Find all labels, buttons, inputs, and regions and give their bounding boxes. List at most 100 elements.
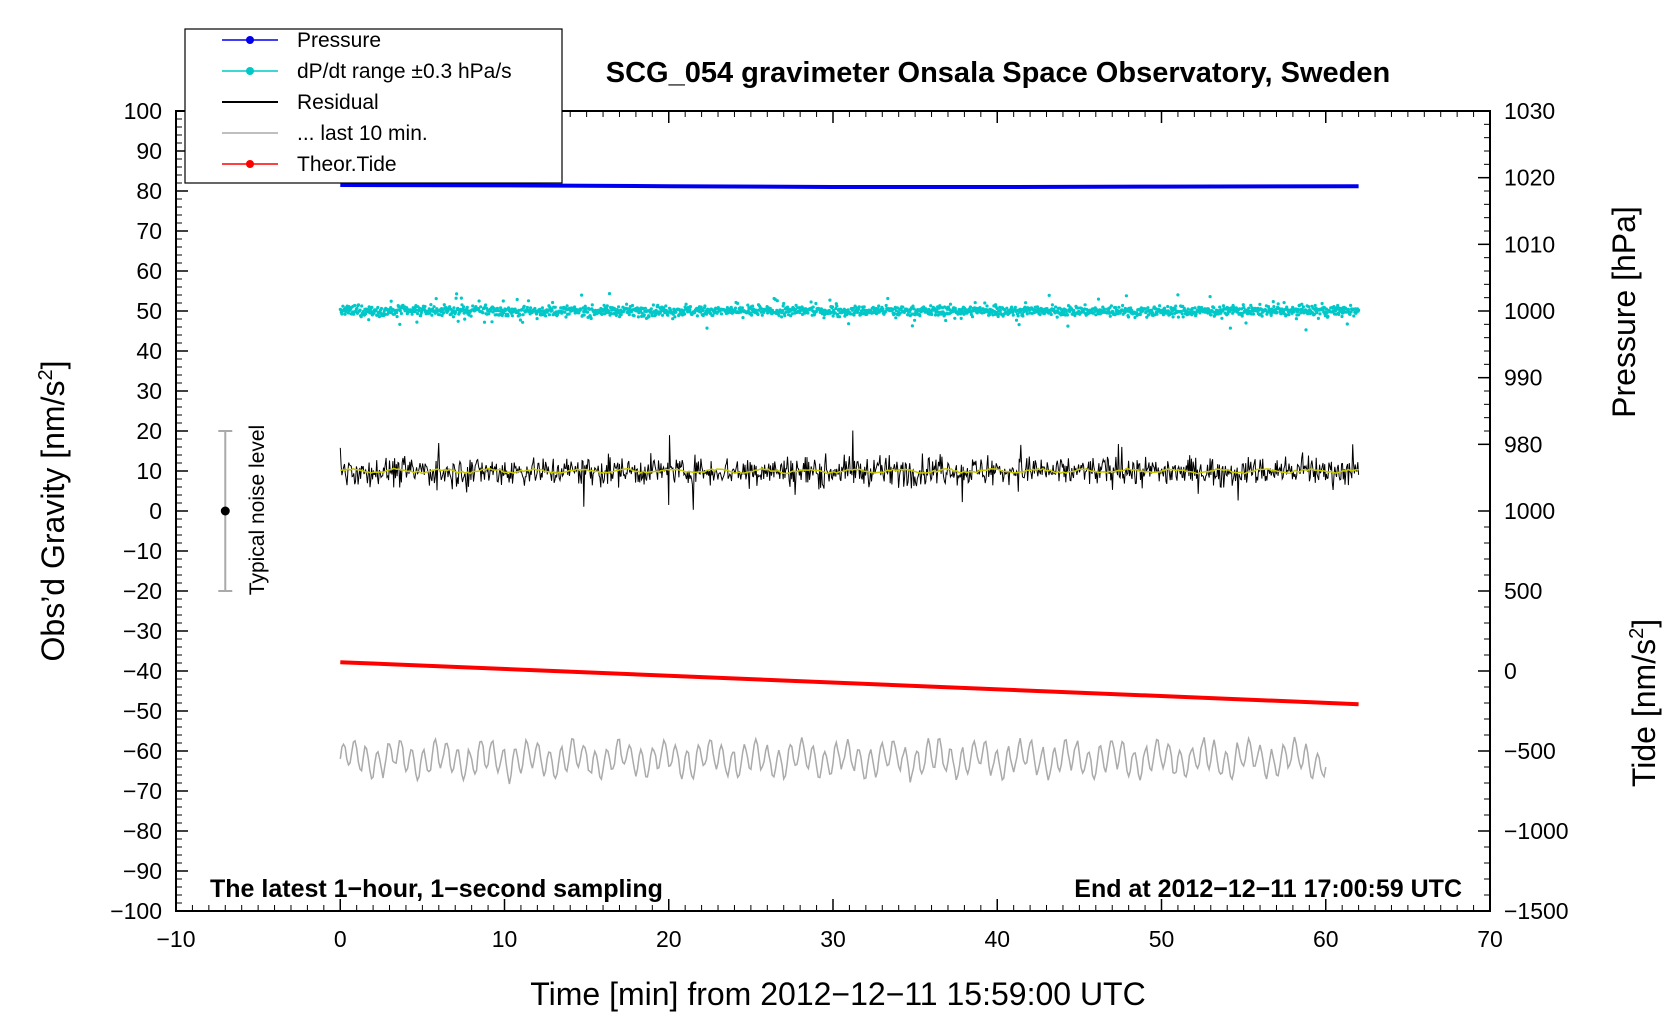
dpdt-point [671, 317, 675, 321]
dpdt-point [1300, 302, 1304, 306]
dpdt-point [1208, 295, 1212, 299]
dpdt-point [829, 310, 834, 314]
dpdt-point [857, 305, 861, 309]
dpdt-point [529, 306, 533, 310]
dpdt-point [500, 308, 504, 312]
dpdt-point [1325, 311, 1329, 315]
dpdt-point [1313, 303, 1317, 308]
dpdt-point [456, 319, 460, 323]
dpdt-point [1176, 315, 1180, 319]
dpdt-point [1318, 312, 1322, 316]
dpdt-point [1282, 301, 1286, 305]
dpdt-point [399, 311, 403, 316]
dpdt-point [441, 308, 445, 312]
dpdt-point [1076, 306, 1080, 310]
dpdt-point [1180, 312, 1184, 316]
dpdt-point [377, 315, 381, 319]
dpdt-point [376, 305, 380, 310]
dpdt-point [482, 320, 487, 324]
tide-tick-label: −500 [1504, 738, 1556, 764]
dpdt-point [605, 304, 609, 308]
dpdt-point [666, 313, 670, 317]
dpdt-point [1108, 314, 1112, 318]
y-tick-label: −100 [110, 898, 162, 924]
pressure-tick-label: 1030 [1504, 98, 1555, 124]
dpdt-point [600, 312, 604, 316]
dpdt-point [664, 304, 668, 308]
dpdt-point [366, 308, 370, 312]
dpdt-point [1143, 307, 1147, 311]
dpdt-point [1155, 312, 1159, 316]
dpdt-point [1326, 314, 1330, 319]
legend: Pressure dP/dt range ±0.3 hPa/s Residual..… [184, 28, 563, 184]
dpdt-point [1294, 317, 1298, 321]
dpdt-point [828, 298, 832, 302]
annotation-right: End at 2012−12−11 17:00:59 UTC [1074, 875, 1462, 903]
dpdt-point [564, 315, 568, 319]
dpdt-point [1017, 323, 1021, 327]
dpdt-point [1050, 303, 1054, 307]
dpdt-point [511, 310, 515, 314]
dpdt-point [360, 304, 364, 308]
dpdt-point [777, 313, 781, 317]
dpdt-point [1209, 313, 1213, 317]
dpdt-point [1283, 307, 1287, 311]
dpdt-point [944, 318, 948, 323]
dpdt-point [1155, 310, 1160, 314]
pressure-axis-title: Pressure [hPa] [1606, 206, 1642, 418]
pressure-line [340, 183, 1359, 189]
dpdt-point [656, 303, 660, 307]
dpdt-point [1138, 312, 1142, 317]
dpdt-point [651, 303, 656, 307]
dpdt-point [1064, 309, 1068, 314]
tide-axis-title-main: Tide [nm/s [1626, 639, 1662, 787]
dpdt-point [1083, 303, 1087, 307]
dpdt-point [1158, 304, 1162, 308]
tide-line [340, 660, 1359, 707]
y-axis-title: Obs’d Gravity [nm/s2] [35, 361, 71, 662]
dpdt-point [465, 305, 469, 309]
dpdt-point [760, 313, 764, 317]
dpdt-point [432, 305, 436, 309]
legend-box [184, 28, 563, 184]
dpdt-point [1166, 304, 1170, 309]
chart-title: SCG_054 gravimeter Onsala Space Observat… [606, 57, 1390, 89]
dpdt-point [1049, 312, 1053, 317]
dpdt-point [1272, 305, 1276, 309]
legend-swatch-marker [246, 36, 254, 44]
tide-axis-title-sup: 2 [1626, 628, 1648, 639]
dpdt-point [1109, 304, 1113, 308]
dpdt-point [673, 315, 677, 319]
dpdt-point [1162, 306, 1167, 310]
dpdt-point [1190, 306, 1194, 311]
dpdt-point [1171, 315, 1175, 319]
dpdt-point [522, 304, 526, 308]
dpdt-point [429, 303, 433, 307]
dpdt-point [1126, 315, 1131, 319]
legend-label: ... last 10 min. [297, 122, 428, 145]
dpdt-point [490, 320, 494, 324]
x-tick-label: 40 [984, 926, 1010, 952]
dpdt-point [1274, 307, 1278, 312]
dpdt-point [1260, 314, 1264, 318]
dpdt-point [781, 309, 785, 313]
dpdt-point [775, 299, 779, 303]
dpdt-point [518, 313, 522, 317]
dpdt-point [636, 315, 641, 319]
dpdt-point [1130, 308, 1134, 312]
dpdt-point [688, 307, 692, 312]
dpdt-point [1024, 301, 1028, 305]
dpdt-point [1284, 313, 1288, 317]
dpdt-point [699, 310, 703, 314]
y-tick-label: −90 [123, 858, 162, 884]
y-tick-label: 10 [136, 458, 162, 484]
y-tick-label: −10 [123, 538, 162, 564]
dpdt-point [910, 324, 915, 328]
y-tick-label: 70 [136, 218, 162, 244]
pressure-tick-label: 980 [1504, 431, 1542, 457]
dpdt-point [418, 306, 422, 310]
series-layer [338, 183, 1361, 785]
dpdt-point [1072, 308, 1076, 313]
dpdt-point [1266, 305, 1271, 309]
dpdt-point [607, 292, 612, 296]
